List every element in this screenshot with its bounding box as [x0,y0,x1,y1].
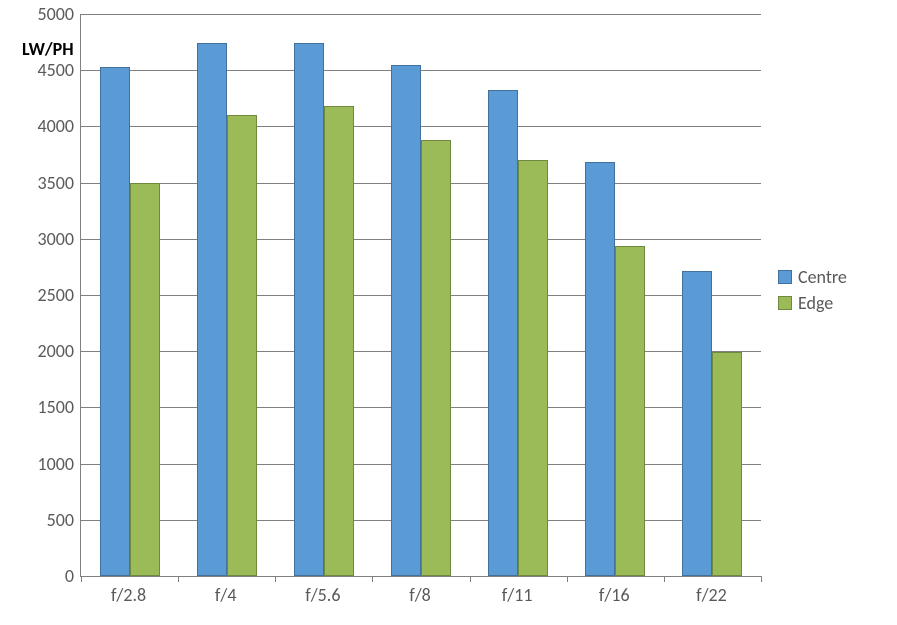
y-tick-label: 3000 [14,228,74,250]
bar-centre [294,43,324,576]
bar-centre [100,67,130,576]
bar-centre [197,43,227,576]
y-tick-label: 4500 [14,59,74,81]
bar-edge [227,115,257,576]
y-tick-label: 3500 [14,172,74,194]
y-tick-label: 4000 [14,115,74,137]
y-tick-label: 2500 [14,284,74,306]
bar-edge [421,140,451,576]
x-tick-mark [275,576,276,582]
x-tick-label: f/5.6 [305,584,340,606]
x-tick-mark [81,576,82,582]
legend-swatch [778,270,792,284]
y-tick-label: 1500 [14,396,74,418]
bar-centre [585,162,615,576]
x-tick-label: f/22 [696,584,727,606]
y-tick-label: 1000 [14,453,74,475]
y-tick-label: 500 [14,509,74,531]
x-tick-label: f/16 [599,584,630,606]
x-tick-mark [470,576,471,582]
bar-centre [391,65,421,576]
legend-item-centre: Centre [778,266,847,288]
bar-edge [130,183,160,576]
y-tick-label: 2000 [14,340,74,362]
bar-centre [488,90,518,576]
y-axis-title: LW/PH [22,38,74,60]
legend: Centre Edge [778,266,847,318]
bar-edge [518,160,548,576]
x-tick-mark [372,576,373,582]
y-tick-label: 5000 [14,3,74,25]
grid-line [81,126,761,127]
plot-area [80,14,761,577]
bar-edge [615,246,645,576]
legend-label: Centre [798,266,847,288]
x-tick-label: f/2.8 [111,584,146,606]
x-tick-label: f/8 [409,584,431,606]
y-tick-label: 0 [14,565,74,587]
x-tick-mark [761,576,762,582]
legend-item-edge: Edge [778,292,847,314]
bar-centre [682,271,712,576]
legend-swatch [778,296,792,310]
bar-edge [712,352,742,576]
x-tick-mark [178,576,179,582]
resolution-chart: LW/PH Centre Edge 0 500 1000 1500 2000 2500 300… [0,0,897,625]
grid-line [81,70,761,71]
x-tick-label: f/4 [215,584,237,606]
x-tick-mark [664,576,665,582]
x-tick-mark [567,576,568,582]
bar-edge [324,106,354,576]
grid-line [81,14,761,15]
x-tick-label: f/11 [502,584,533,606]
legend-label: Edge [798,292,833,314]
